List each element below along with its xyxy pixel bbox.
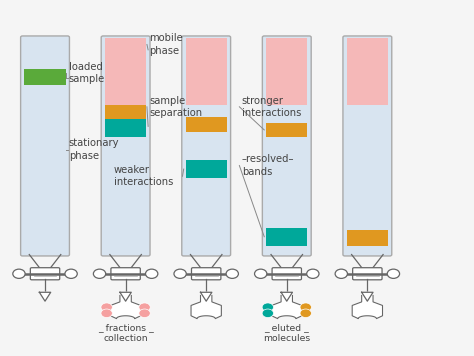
Bar: [105, 119, 146, 137]
Circle shape: [174, 269, 186, 278]
Bar: [266, 38, 307, 105]
Bar: [105, 53, 146, 105]
Circle shape: [139, 303, 150, 312]
Bar: [105, 38, 146, 105]
FancyBboxPatch shape: [21, 36, 69, 256]
FancyBboxPatch shape: [30, 268, 60, 280]
Polygon shape: [352, 295, 383, 319]
Bar: [185, 160, 227, 178]
Circle shape: [65, 269, 77, 278]
Bar: [185, 38, 227, 105]
Text: mobile
phase: mobile phase: [149, 33, 183, 56]
Circle shape: [93, 269, 106, 278]
Text: sample
separation: sample separation: [149, 96, 202, 118]
Circle shape: [226, 269, 238, 278]
FancyBboxPatch shape: [262, 36, 311, 256]
Text: –resolved–
bands: –resolved– bands: [242, 155, 294, 177]
Circle shape: [255, 269, 267, 278]
Circle shape: [101, 309, 112, 318]
FancyBboxPatch shape: [182, 36, 231, 256]
Polygon shape: [39, 292, 51, 301]
Circle shape: [387, 269, 400, 278]
Bar: [25, 69, 65, 85]
Bar: [266, 228, 307, 246]
Circle shape: [262, 309, 273, 318]
FancyBboxPatch shape: [272, 268, 301, 280]
Polygon shape: [272, 295, 302, 319]
Bar: [105, 105, 146, 119]
FancyBboxPatch shape: [101, 36, 150, 256]
Text: loaded
sample: loaded sample: [69, 62, 105, 84]
Polygon shape: [201, 292, 212, 301]
Polygon shape: [110, 295, 141, 319]
Text: stronger
interactions: stronger interactions: [242, 96, 301, 118]
Circle shape: [300, 303, 311, 312]
Circle shape: [101, 303, 112, 312]
Bar: [346, 38, 388, 105]
Circle shape: [146, 269, 158, 278]
FancyBboxPatch shape: [111, 268, 140, 280]
Bar: [266, 123, 307, 137]
Circle shape: [262, 303, 273, 312]
Bar: [346, 230, 388, 246]
FancyBboxPatch shape: [191, 268, 221, 280]
Text: stationary
phase: stationary phase: [69, 138, 119, 161]
Circle shape: [300, 309, 311, 318]
Polygon shape: [191, 295, 221, 319]
Text: _ fractions _
collection: _ fractions _ collection: [98, 323, 154, 343]
Circle shape: [139, 309, 150, 318]
Polygon shape: [120, 292, 131, 301]
Bar: [185, 117, 227, 132]
Circle shape: [335, 269, 347, 278]
Polygon shape: [362, 292, 373, 301]
Text: _ eluted _
molecules: _ eluted _ molecules: [263, 323, 310, 343]
Circle shape: [307, 269, 319, 278]
Polygon shape: [281, 292, 292, 301]
FancyBboxPatch shape: [343, 36, 392, 256]
Text: weaker
interactions: weaker interactions: [114, 165, 173, 187]
FancyBboxPatch shape: [353, 268, 382, 280]
Circle shape: [13, 269, 25, 278]
